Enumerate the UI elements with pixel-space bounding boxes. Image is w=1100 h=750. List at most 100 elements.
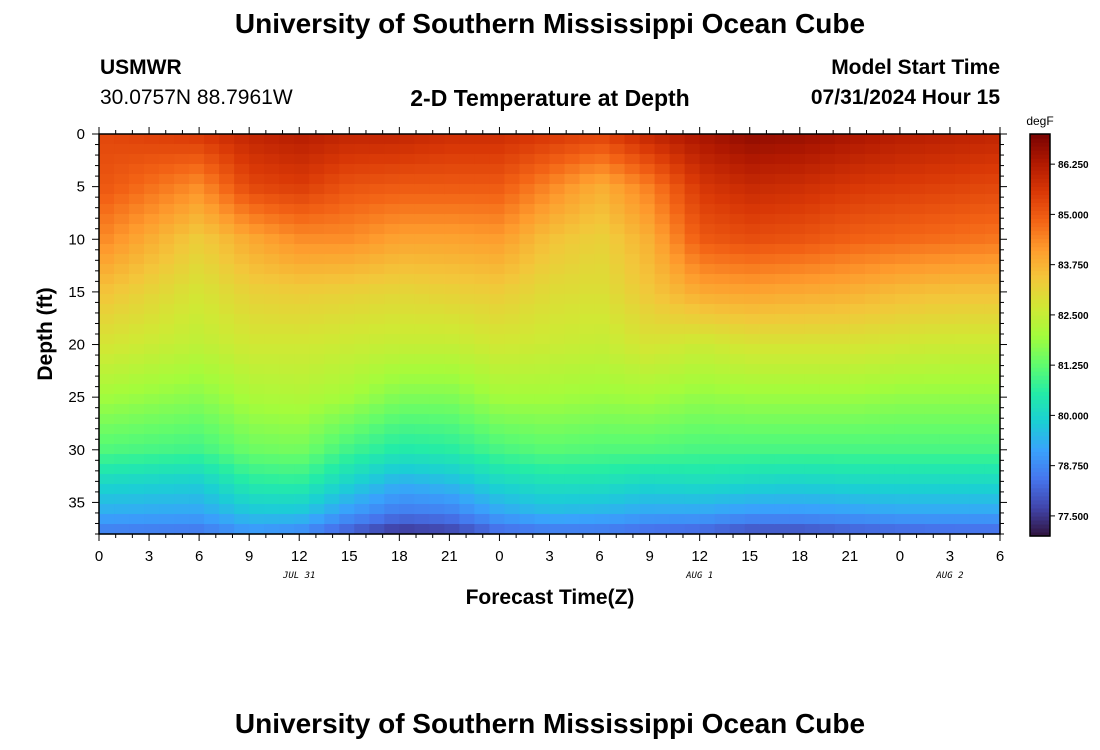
heatmap-cell	[324, 194, 340, 205]
heatmap-cell	[714, 274, 731, 285]
heatmap-cell	[279, 424, 295, 435]
heatmap-cell	[864, 404, 881, 415]
colorbar-segment	[1030, 274, 1050, 280]
heatmap-cell	[339, 254, 355, 265]
heatmap-cell	[594, 494, 611, 505]
heatmap-cell	[684, 514, 701, 525]
heatmap-cell	[669, 364, 686, 375]
heatmap-cell	[579, 404, 596, 415]
heatmap-cell	[219, 424, 235, 435]
heatmap-cell	[504, 424, 521, 435]
heatmap-cell	[174, 224, 190, 235]
heatmap-cell	[969, 404, 986, 415]
heatmap-cell	[924, 344, 941, 355]
heatmap-cell	[879, 424, 896, 435]
heatmap-cell	[579, 394, 596, 405]
heatmap-cell	[174, 374, 190, 385]
heatmap-cell	[789, 514, 806, 525]
heatmap-cell	[909, 344, 926, 355]
heatmap-cell	[159, 264, 175, 275]
heatmap-cell	[834, 514, 851, 525]
heatmap-cell	[774, 274, 791, 285]
heatmap-cell	[294, 284, 310, 295]
heatmap-cell	[894, 274, 911, 285]
heatmap-cell	[849, 314, 866, 325]
heatmap-cell	[954, 344, 971, 355]
heatmap-cell	[684, 314, 701, 325]
heatmap-cell	[384, 514, 400, 525]
heatmap-cell	[789, 164, 806, 175]
heatmap-cell	[879, 514, 896, 525]
heatmap-cell	[519, 514, 536, 525]
heatmap-cell	[534, 374, 551, 385]
heatmap-cell	[984, 464, 1001, 475]
heatmap-cell	[624, 434, 641, 445]
heatmap-cell	[729, 244, 746, 255]
heatmap-cell	[654, 224, 671, 235]
colorbar-segment	[1030, 230, 1050, 236]
heatmap-cell	[219, 374, 235, 385]
heatmap-cell	[174, 274, 190, 285]
heatmap-cell	[654, 394, 671, 405]
heatmap-cell	[864, 254, 881, 265]
heatmap-cell	[774, 174, 791, 185]
heatmap-cell	[654, 164, 671, 175]
heatmap-cell	[699, 184, 716, 195]
heatmap-cell	[834, 164, 851, 175]
heatmap-cell	[699, 404, 716, 415]
heatmap-cell	[609, 144, 626, 155]
heatmap-cell	[474, 454, 491, 465]
heatmap-cell	[669, 164, 686, 175]
heatmap-cell	[954, 284, 971, 295]
heatmap-cell	[849, 274, 866, 285]
heatmap-cell	[564, 454, 581, 465]
heatmap-cell	[549, 144, 566, 155]
heatmap-cell	[834, 294, 851, 305]
heatmap-cell	[339, 404, 355, 415]
colorbar-unit: degF	[1026, 114, 1053, 128]
heatmap-cell	[249, 284, 265, 295]
heatmap-cell	[969, 524, 986, 535]
heatmap-cell	[219, 504, 235, 515]
colorbar-segment	[1030, 226, 1050, 232]
heatmap-cell	[99, 134, 115, 145]
heatmap-cell	[549, 474, 566, 485]
heatmap-cell	[519, 444, 536, 455]
heatmap-cell	[804, 494, 821, 505]
heatmap-cell	[834, 394, 851, 405]
heatmap-cell	[549, 254, 566, 265]
heatmap-cell	[729, 494, 746, 505]
heatmap-cell	[444, 434, 460, 445]
heatmap-cell	[384, 144, 400, 155]
heatmap-cell	[774, 264, 791, 275]
heatmap-cell	[204, 354, 220, 365]
heatmap-cell	[114, 464, 130, 475]
heatmap-cell	[399, 424, 415, 435]
heatmap-cell	[849, 354, 866, 365]
heatmap-cell	[444, 394, 460, 405]
heatmap-cell	[759, 224, 776, 235]
heatmap-cell	[984, 504, 1001, 515]
heatmap-cell	[849, 264, 866, 275]
heatmap-cell	[534, 284, 551, 295]
heatmap-cell	[624, 414, 641, 425]
heatmap-cell	[579, 294, 596, 305]
heatmap-cell	[264, 264, 280, 275]
heatmap-cell	[159, 484, 175, 495]
heatmap-cell	[969, 274, 986, 285]
heatmap-cell	[339, 194, 355, 205]
heatmap-cell	[804, 254, 821, 265]
heatmap-cell	[954, 414, 971, 425]
heatmap-cell	[819, 434, 836, 445]
heatmap-cell	[819, 334, 836, 345]
heatmap-cell	[429, 264, 445, 275]
heatmap-cell	[294, 264, 310, 275]
colorbar-segment	[1030, 178, 1050, 183]
heatmap-cell	[309, 204, 325, 215]
heatmap-cell	[594, 164, 611, 175]
heatmap-cell	[624, 374, 641, 385]
heatmap-cell	[219, 134, 235, 145]
heatmap-cell	[489, 354, 506, 365]
heatmap-cell	[789, 404, 806, 415]
heatmap-cell	[144, 134, 160, 145]
